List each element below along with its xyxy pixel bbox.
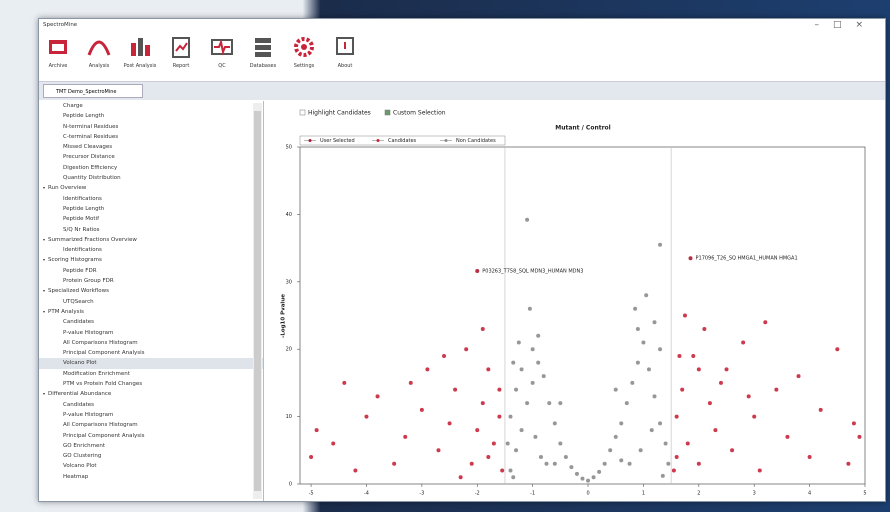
- tree-item[interactable]: Quantity Distribution: [39, 173, 263, 183]
- tree-group[interactable]: ▾Summarized Fractions Overview: [39, 235, 263, 245]
- tree-item[interactable]: Peptide Motif: [39, 214, 263, 224]
- app-window: SpectroMine –□× Archive Analysis Post Anal…: [38, 18, 886, 502]
- toolbar-button[interactable]: About: [328, 35, 362, 69]
- toolbar-button[interactable]: QC: [205, 35, 239, 69]
- tree-item[interactable]: UTQSearch: [39, 297, 263, 307]
- tree-item[interactable]: GO Enrichment: [39, 441, 263, 451]
- toolbar-label: QC: [218, 63, 225, 69]
- toolbar-button[interactable]: Report: [164, 35, 198, 69]
- tree-group[interactable]: ▾PTM Analysis: [39, 307, 263, 317]
- toolbar-button[interactable]: Settings: [287, 35, 321, 69]
- tree-item[interactable]: P-value Histogram: [39, 410, 263, 420]
- tree-item[interactable]: All Comparisons Histogram: [39, 338, 263, 348]
- expander: ▾: [43, 185, 45, 190]
- tree-item[interactable]: Principal Component Analysis: [39, 348, 263, 358]
- tree-item[interactable]: Peptide Length: [39, 111, 263, 121]
- window-title: SpectroMine: [43, 22, 77, 28]
- toolbar-icon: [333, 35, 357, 59]
- scrollbar[interactable]: [253, 103, 262, 499]
- expander: ▾: [43, 237, 45, 242]
- tree-item[interactable]: Volcano Plot: [39, 358, 263, 368]
- tree-group[interactable]: ▾Specialized Workflows: [39, 286, 263, 296]
- toolbar-label: Post Analysis: [124, 63, 157, 69]
- toolbar-icon: [46, 35, 70, 59]
- tree-item[interactable]: C-terminal Residues: [39, 132, 263, 142]
- group-label: Scoring Histograms: [48, 257, 102, 263]
- toolbar-icon: [128, 35, 152, 59]
- group-label: Run Overview: [48, 185, 86, 191]
- tree-item[interactable]: Heatmap: [39, 472, 263, 482]
- tree-group[interactable]: ▾Run Overview: [39, 183, 263, 193]
- tree-item[interactable]: All Comparisons Histogram: [39, 420, 263, 430]
- tree-item[interactable]: GO Clustering: [39, 451, 263, 461]
- group-label: Summarized Fractions Overview: [48, 237, 137, 243]
- toolbar-label: Databases: [250, 63, 276, 69]
- tree-item[interactable]: Candidates: [39, 317, 263, 327]
- tree-group[interactable]: ▾Scoring Histograms: [39, 255, 263, 265]
- expander: ▾: [43, 309, 45, 314]
- tree-group[interactable]: ▾Differential Abundance: [39, 389, 263, 399]
- toolbar-icon: [251, 35, 275, 59]
- tree-item[interactable]: Principal Component Analysis: [39, 431, 263, 441]
- tree-item[interactable]: Volcano Plot: [39, 461, 263, 471]
- toolbar-label: Report: [173, 63, 190, 69]
- tree-item[interactable]: Candidates: [39, 400, 263, 410]
- toolbar-button[interactable]: Analysis: [82, 35, 116, 69]
- toolbar-label: Archive: [49, 63, 68, 69]
- tree-item[interactable]: Precursor Distance: [39, 152, 263, 162]
- tree-item[interactable]: P-value Histogram: [39, 328, 263, 338]
- tree-item[interactable]: Charge: [39, 101, 263, 111]
- tab-strip: TMT Demo_SpectroMine: [39, 81, 885, 100]
- tree-item[interactable]: S/Q Nr Ratios: [39, 225, 263, 235]
- tree-item[interactable]: Peptide FDR: [39, 266, 263, 276]
- toolbar-icon: [169, 35, 193, 59]
- expander: ▾: [43, 257, 45, 262]
- toolbar-button[interactable]: Post Analysis: [123, 35, 157, 69]
- tree-item[interactable]: PTM vs Protein Fold Changes: [39, 379, 263, 389]
- expander: ▾: [43, 391, 45, 396]
- toolbar-label: Analysis: [89, 63, 110, 69]
- toolbar-icon: [292, 35, 316, 59]
- tree-item[interactable]: Digestion Efficiency: [39, 163, 263, 173]
- toolbar-icon: [87, 35, 111, 59]
- document-tab[interactable]: TMT Demo_SpectroMine: [43, 84, 143, 98]
- window-controls[interactable]: –□×: [814, 20, 877, 30]
- expander: ▾: [43, 288, 45, 293]
- toolbar-button[interactable]: Databases: [246, 35, 280, 69]
- toolbar-button[interactable]: Archive: [41, 35, 75, 69]
- tree-item[interactable]: Protein Group FDR: [39, 276, 263, 286]
- toolbar-label: About: [338, 63, 353, 69]
- tree-item[interactable]: Modification Enrichment: [39, 369, 263, 379]
- tree-item[interactable]: N-terminal Residues: [39, 122, 263, 132]
- group-label: Specialized Workflows: [48, 288, 109, 294]
- toolbar-label: Settings: [294, 63, 315, 69]
- group-label: Differential Abundance: [48, 391, 111, 397]
- tree-item[interactable]: Missed Cleavages: [39, 142, 263, 152]
- toolbar-icon: [210, 35, 234, 59]
- tree-item[interactable]: Peptide Length: [39, 204, 263, 214]
- tree-item[interactable]: Identifications: [39, 194, 263, 204]
- group-label: PTM Analysis: [48, 309, 84, 315]
- tree-item[interactable]: Identifications: [39, 245, 263, 255]
